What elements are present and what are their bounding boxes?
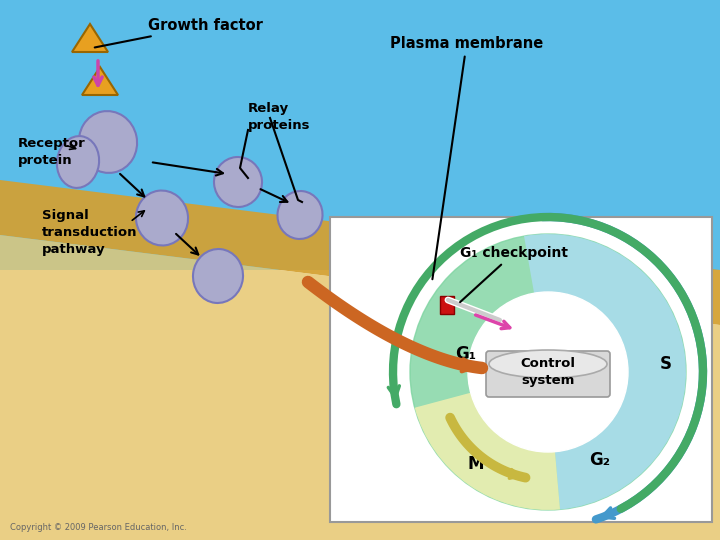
Text: Growth factor: Growth factor	[95, 18, 263, 48]
Bar	[330, 217, 712, 522]
Circle shape	[468, 292, 628, 452]
Text: G₁: G₁	[456, 345, 477, 363]
Polygon shape	[72, 24, 108, 52]
Polygon shape	[0, 235, 720, 540]
Text: G₁ checkpoint: G₁ checkpoint	[460, 246, 568, 302]
Ellipse shape	[489, 350, 607, 378]
Text: Control
system: Control system	[521, 357, 575, 387]
Text: Relay
proteins: Relay proteins	[248, 102, 310, 132]
FancyBboxPatch shape	[486, 351, 610, 397]
Text: Signal
transduction
pathway: Signal transduction pathway	[42, 208, 138, 255]
Bar	[440, 296, 454, 314]
Text: Plasma membrane: Plasma membrane	[390, 36, 544, 279]
Text: M: M	[468, 455, 485, 473]
Wedge shape	[524, 234, 686, 509]
Bar	[0, 270, 720, 540]
Polygon shape	[82, 67, 118, 95]
Wedge shape	[415, 393, 560, 510]
Bar	[0, 0, 720, 270]
Ellipse shape	[136, 191, 188, 246]
Ellipse shape	[57, 136, 99, 188]
Text: S: S	[660, 355, 672, 373]
Ellipse shape	[277, 191, 323, 239]
Ellipse shape	[79, 111, 137, 173]
Polygon shape	[0, 180, 720, 325]
Circle shape	[410, 234, 686, 510]
Text: Copyright © 2009 Pearson Education, Inc.: Copyright © 2009 Pearson Education, Inc.	[10, 523, 187, 532]
Ellipse shape	[214, 157, 262, 207]
Ellipse shape	[193, 249, 243, 303]
Text: G₂: G₂	[590, 451, 611, 469]
Text: Receptor
protein: Receptor protein	[18, 137, 86, 167]
Ellipse shape	[489, 368, 607, 396]
